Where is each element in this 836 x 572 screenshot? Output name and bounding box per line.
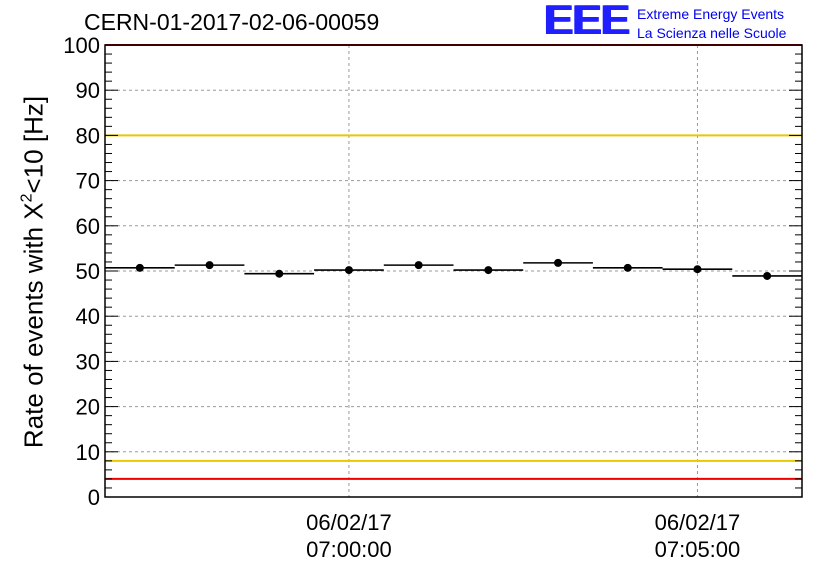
run-title: CERN-01-2017-02-06-00059 <box>84 9 380 35</box>
y-axis-label-sup: 2 <box>18 193 36 203</box>
data-point <box>623 263 632 272</box>
x-tick-label-time: 07:05:00 <box>655 537 741 562</box>
data-markers <box>105 258 802 280</box>
y-tick-label: 100 <box>63 33 100 58</box>
axis-ticks <box>105 44 802 498</box>
data-point <box>275 269 284 278</box>
y-tick-label: 90 <box>76 78 100 103</box>
y-axis-label-tail: <10 [Hz] <box>18 95 49 194</box>
x-tick-label-time: 07:00:00 <box>306 537 392 562</box>
y-tick-label: 70 <box>76 169 100 194</box>
y-axis-label-main: Rate of events with X <box>18 202 49 449</box>
y-axis-label: Rate of events with X2<10 [Hz] <box>19 96 50 448</box>
tick-labels: 010203040506070809010006/02/1707:00:0006… <box>63 33 740 562</box>
data-point <box>135 263 144 272</box>
data-point <box>484 266 493 275</box>
data-point <box>414 261 423 270</box>
logo-subtitle-2: La Scienza nelle Scuole <box>637 25 787 41</box>
y-tick-label: 50 <box>76 259 100 284</box>
x-tick-label-date: 06/02/17 <box>655 510 741 535</box>
y-tick-label: 60 <box>76 214 100 239</box>
y-tick-label: 80 <box>76 123 100 148</box>
y-tick-label: 20 <box>76 395 100 420</box>
data-point <box>693 265 702 274</box>
y-tick-label: 40 <box>76 304 100 329</box>
data-point <box>205 261 214 270</box>
data-point <box>763 271 772 280</box>
x-tick-label-date: 06/02/17 <box>306 510 392 535</box>
logo-mark: EEE <box>544 0 630 44</box>
y-tick-label: 0 <box>88 485 100 510</box>
y-tick-label: 10 <box>76 440 100 465</box>
data-point <box>344 266 353 275</box>
logo-subtitle-1: Extreme Energy Events <box>637 6 785 22</box>
data-point <box>554 258 563 267</box>
y-tick-label: 30 <box>76 349 100 374</box>
